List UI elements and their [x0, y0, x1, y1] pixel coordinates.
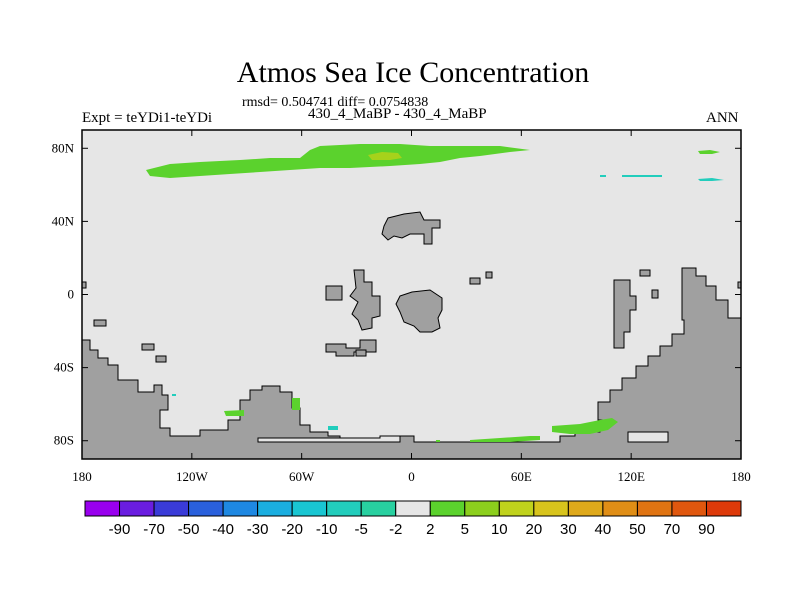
- land-west-island: [325, 285, 343, 301]
- colorbar-label: 40: [595, 521, 612, 538]
- colorbar-box: [188, 500, 224, 517]
- colorbar-label: 90: [698, 521, 715, 538]
- anomaly-wilkes: [552, 418, 618, 434]
- colorbar-box: [498, 500, 535, 517]
- colorbar-box: [533, 500, 569, 517]
- season-label: ANN: [706, 110, 739, 126]
- anomaly-tiny2: [436, 440, 440, 442]
- y-tick-label: 80N: [52, 140, 75, 155]
- x-tick-label: 180: [731, 469, 751, 484]
- anomaly-okhotsk-small: [600, 175, 606, 177]
- x-tick-label: 180: [72, 469, 92, 484]
- colorbar-label: -30: [247, 521, 269, 538]
- colorbar-label: 5: [461, 521, 469, 538]
- anomaly-arctic-center: [368, 152, 402, 160]
- y-tick-label: 40S: [54, 360, 74, 375]
- x-tick-label: 120E: [617, 469, 645, 484]
- colorbar-box: [222, 500, 259, 517]
- ice-shelf-strip: [257, 435, 401, 443]
- colorbar-label: -50: [178, 521, 200, 538]
- land-australia-region: [613, 279, 637, 349]
- land-west-islet: [93, 319, 107, 327]
- colorbar-box: [567, 500, 604, 517]
- colorbar-label: 70: [664, 521, 681, 538]
- y-axis: 80N 40N 0 40S 80S: [52, 140, 741, 448]
- colorbar-box: [119, 500, 155, 517]
- colorbar-label: -10: [316, 521, 338, 538]
- colorbar-box: [464, 500, 500, 517]
- colorbar-box: [326, 500, 362, 517]
- experiment-label: Expt = teYDi1-teYDi: [82, 110, 213, 126]
- colorbar-box: [636, 500, 673, 517]
- land-center-continent: [395, 289, 443, 333]
- ice-shelf-strip-east: [627, 431, 669, 443]
- colorbar-label: -90: [109, 521, 131, 538]
- colorbar-label: -5: [355, 521, 368, 538]
- anomaly-east-coast: [470, 436, 540, 442]
- colorbar-label: 2: [426, 521, 434, 538]
- colorbar-label: 50: [629, 521, 646, 538]
- colorbar-box: [429, 500, 466, 517]
- colorbar-label: 20: [525, 521, 542, 538]
- colorbar-label: -2: [389, 521, 402, 538]
- colorbar-box: [395, 500, 431, 517]
- anomaly-patches: [146, 144, 724, 442]
- y-tick-label: 80S: [54, 433, 74, 448]
- colorbar-label: 10: [491, 521, 508, 538]
- land-west-islet2: [141, 343, 155, 351]
- colorbar-label: -40: [212, 521, 234, 538]
- anomaly-arctic-band: [146, 144, 530, 178]
- colorbar-box: [671, 500, 707, 517]
- x-tick-label: 120W: [176, 469, 209, 484]
- y-tick-label: 0: [68, 287, 75, 302]
- anomaly-kamchatka: [698, 178, 724, 181]
- anomaly-okhotsk: [622, 175, 662, 177]
- x-axis: 180 120W 60W 0 60E 120E 180: [72, 130, 751, 484]
- colorbar-box: [360, 500, 397, 517]
- anomaly-weddell: [292, 398, 300, 410]
- land-small-asia: [639, 269, 651, 277]
- chart-stats: rmsd= 0.504741 diff= 0.0754838: [242, 95, 429, 110]
- colorbar: -90 -70 -50 -40 -30 -20 -10 -5 -2 2 5 10 20 30 40 50 70 9…: [84, 500, 742, 538]
- land-north-blob: [381, 211, 441, 245]
- colorbar-box: [705, 500, 742, 517]
- land-north-small2: [485, 271, 493, 279]
- chart-title: Atmos Sea Ice Concentration: [236, 56, 590, 89]
- land-west-islet4: [155, 355, 167, 363]
- land-small-asia2: [651, 289, 659, 299]
- colorbar-label: 30: [560, 521, 577, 538]
- colorbar-box: [291, 500, 328, 517]
- anomaly-tiny: [172, 394, 176, 396]
- x-tick-label: 0: [408, 469, 415, 484]
- land-center-small: [355, 349, 367, 357]
- x-tick-label: 60E: [511, 469, 532, 484]
- land-center-west: [349, 269, 381, 331]
- case-label: 430_4_MaBP - 430_4_MaBP: [308, 106, 487, 122]
- land-north-small: [469, 277, 481, 285]
- colorbar-box: [257, 500, 293, 517]
- anomaly-chukchi: [698, 150, 720, 154]
- y-tick-label: 40N: [52, 213, 75, 228]
- colorbar-label: -70: [143, 521, 165, 538]
- colorbar-box: [153, 500, 190, 517]
- x-tick-label: 60W: [289, 469, 315, 484]
- colorbar-label: -20: [281, 521, 303, 538]
- colorbar-box: [84, 500, 121, 517]
- colorbar-box: [602, 500, 638, 517]
- anomaly-ross: [224, 410, 244, 416]
- anomaly-weddell-small: [328, 426, 338, 430]
